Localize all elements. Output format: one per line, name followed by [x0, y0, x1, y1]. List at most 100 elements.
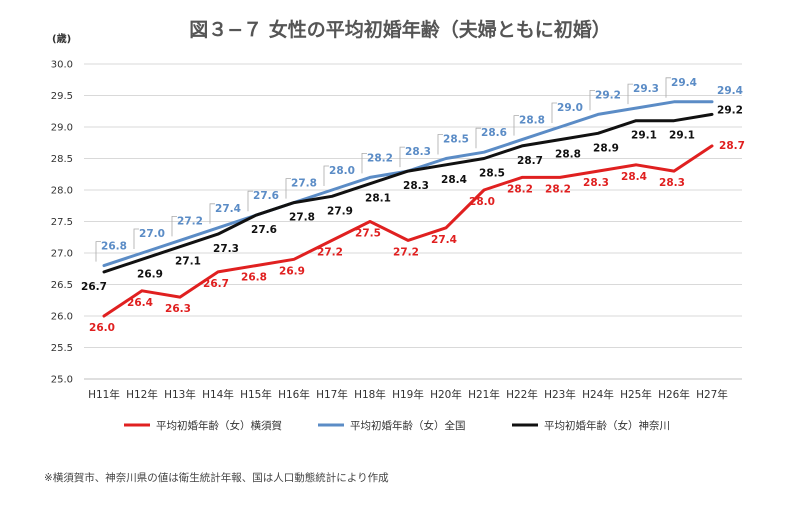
data-label-national: 27.6	[253, 190, 279, 202]
x-tick-label: H17年	[316, 388, 348, 401]
x-tick-label: H20年	[430, 388, 462, 401]
series-line-kanagawa	[102, 112, 714, 274]
data-label-yokosuka: 28.4	[621, 171, 647, 183]
x-axis-ticks: H11年 H12年 H13年 H14年 H15年 H16年 H17年 H18年 H19年 H20年…	[88, 388, 728, 401]
y-tick-label: 30.0	[51, 60, 73, 71]
y-tick-label: 27.5	[51, 217, 73, 228]
data-label-yokosuka: 27.2	[317, 246, 343, 258]
callout-line	[209, 203, 215, 224]
x-tick-label: H23年	[544, 388, 576, 401]
data-label-kanagawa: 28.9	[593, 142, 619, 154]
callout-line	[171, 215, 177, 237]
callout-line	[399, 146, 405, 168]
callout-line	[665, 77, 671, 98]
data-label-yokosuka: 28.2	[507, 183, 533, 195]
legend-label: 平均初婚年齢（女）全国	[350, 419, 466, 432]
data-label-national: 27.2	[177, 215, 203, 227]
data-label-kanagawa: 27.3	[213, 243, 239, 255]
series-line-yokosuka	[102, 144, 714, 318]
data-label-kanagawa: 28.8	[555, 149, 581, 161]
x-tick-label: H21年	[468, 388, 500, 401]
y-tick-label: 25.0	[51, 375, 73, 386]
data-label-national: 27.0	[139, 228, 165, 240]
chart-title: 図３−７ 女性の平均初婚年齢（夫婦ともに初婚）	[189, 18, 611, 41]
data-label-kanagawa: 27.1	[175, 256, 201, 268]
x-tick-label: H22年	[506, 388, 538, 401]
callout-line	[551, 102, 557, 123]
x-tick-label: H24年	[582, 388, 614, 401]
data-labels: 26.0 26.4 26.3 26.7 26.8 26.9 27.2 27.5 27.2 27.4…	[81, 77, 745, 334]
data-label-yokosuka: 28.7	[719, 140, 745, 152]
y-tick-label: 28.0	[51, 186, 73, 197]
data-label-kanagawa: 27.6	[251, 224, 277, 236]
data-label-yokosuka: 28.3	[659, 177, 685, 189]
x-tick-label: H27年	[696, 388, 728, 401]
x-tick-label: H15年	[240, 388, 272, 401]
legend-item-kanagawa: 平均初婚年齢（女）神奈川	[512, 419, 670, 432]
data-label-kanagawa: 29.1	[631, 130, 657, 142]
grid-lines	[84, 63, 742, 380]
callout-line	[475, 127, 481, 149]
data-label-national: 27.4	[215, 203, 241, 215]
y-axis-ticks: 25.0 25.5 26.0 26.5 27.0 27.5 28.0 28.5 29.0 29.5…	[51, 60, 73, 386]
x-tick-label: H26年	[658, 388, 690, 401]
data-label-kanagawa: 26.9	[137, 268, 163, 280]
x-tick-label: H18年	[354, 388, 386, 401]
data-label-national: 27.8	[291, 178, 317, 190]
x-tick-label: H16年	[278, 388, 310, 401]
legend-item-national: 平均初婚年齢（女）全国	[318, 419, 466, 432]
data-label-national: 29.3	[633, 83, 659, 95]
data-label-kanagawa: 28.4	[441, 174, 467, 186]
y-tick-label: 29.5	[51, 91, 73, 102]
callout-line	[95, 241, 101, 262]
data-label-national: 29.0	[557, 102, 583, 114]
callout-line	[627, 83, 633, 105]
data-label-kanagawa: 28.5	[479, 168, 505, 180]
data-label-kanagawa: 27.9	[327, 205, 353, 217]
data-label-national: 28.2	[367, 152, 393, 164]
callout-line	[361, 152, 367, 174]
data-label-yokosuka: 28.0	[469, 196, 495, 208]
data-label-callouts	[95, 77, 671, 262]
data-label-kanagawa: 28.1	[365, 193, 391, 205]
y-tick-label: 25.5	[51, 343, 73, 354]
data-label-national: 29.4	[717, 85, 743, 97]
callout-line	[323, 165, 329, 186]
callout-line	[589, 90, 595, 111]
legend-label: 平均初婚年齢（女）神奈川	[544, 419, 670, 432]
callout-line	[247, 190, 253, 212]
legend-label: 平均初婚年齢（女）横須賀	[156, 419, 282, 432]
y-tick-label: 26.0	[51, 312, 73, 323]
series-lines	[102, 100, 714, 318]
x-tick-label: H13年	[164, 388, 196, 401]
data-label-kanagawa: 28.3	[403, 180, 429, 192]
data-label-national: 28.5	[443, 134, 469, 146]
data-label-yokosuka: 26.7	[203, 278, 229, 290]
data-label-yokosuka: 26.4	[127, 297, 153, 309]
callout-line	[133, 228, 139, 249]
callout-line	[513, 115, 519, 136]
data-label-yokosuka: 26.9	[279, 265, 305, 277]
data-label-kanagawa: 27.8	[289, 212, 315, 224]
legend-item-yokosuka: 平均初婚年齢（女）横須賀	[124, 419, 282, 432]
data-label-national: 28.3	[405, 146, 431, 158]
callout-line	[437, 134, 443, 155]
data-label-yokosuka: 27.2	[393, 246, 419, 258]
data-label-national: 29.4	[671, 77, 697, 89]
data-label-kanagawa: 28.7	[517, 155, 543, 167]
data-label-national: 26.8	[101, 241, 127, 253]
y-tick-label: 28.5	[51, 154, 73, 165]
data-label-yokosuka: 26.8	[241, 272, 267, 284]
y-tick-label: 26.5	[51, 280, 73, 291]
footnote: ※横須賀市、神奈川県の値は衛生統計年報、国は人口動態統計により作成	[44, 471, 389, 484]
callout-line	[285, 178, 291, 199]
y-tick-label: 29.0	[51, 123, 73, 134]
y-tick-label: 27.0	[51, 249, 73, 260]
data-label-yokosuka: 26.3	[165, 303, 191, 315]
data-label-national: 28.6	[481, 127, 507, 139]
x-tick-label: H11年	[88, 388, 120, 401]
x-tick-label: H12年	[126, 388, 158, 401]
legend: 平均初婚年齢（女）横須賀 平均初婚年齢（女）全国 平均初婚年齢（女）神奈川	[124, 419, 670, 432]
x-tick-label: H25年	[620, 388, 652, 401]
